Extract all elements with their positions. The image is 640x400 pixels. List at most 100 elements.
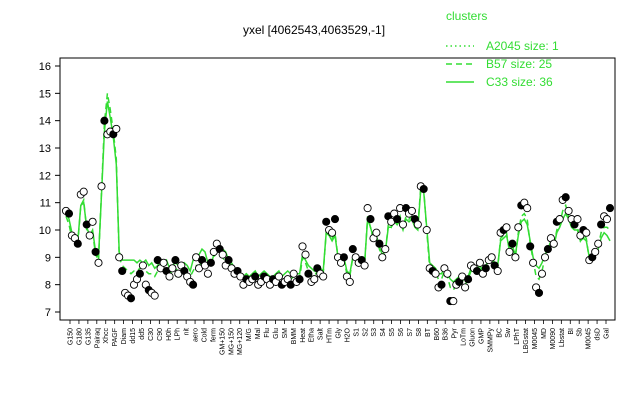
plot-frame — [59, 57, 616, 321]
x-tick-label: BC — [496, 328, 503, 338]
x-tick-label: aero — [193, 328, 200, 342]
x-tick-label: Diam — [121, 328, 128, 345]
data-point — [224, 256, 233, 265]
data-point — [203, 269, 212, 278]
data-point — [407, 206, 416, 215]
y-tick-label: 14 — [39, 116, 51, 128]
x-tick-label: GM+150 — [219, 328, 226, 355]
data-point — [159, 258, 168, 267]
x-tick-label: S6 — [398, 328, 405, 337]
data-point — [564, 206, 573, 215]
data-point — [540, 253, 550, 262]
data-point — [118, 266, 127, 276]
data-point — [115, 253, 124, 262]
y-tick-label: 7 — [45, 307, 51, 319]
y-axis: 7 8 9 10 11 12 13 14 15 16 — [39, 61, 61, 319]
data-point — [274, 272, 283, 281]
data-point — [363, 204, 372, 213]
y-tick-label: 15 — [39, 88, 51, 100]
x-tick-label: G135 — [85, 328, 92, 345]
x-tick-label: SMMPy — [487, 328, 494, 353]
data-point — [602, 215, 612, 224]
x-tick-label: Heat — [300, 328, 307, 343]
x-tick-label: Xhcc — [103, 328, 110, 344]
x-tick-label: Gal — [604, 328, 611, 339]
x-tick-label: B60 — [434, 328, 441, 341]
chart-title: yxel [4062543,4063529,-1] — [243, 23, 385, 37]
data-point — [413, 220, 422, 229]
x-tick-label: S2 — [362, 328, 369, 337]
y-tick-label: 9 — [45, 252, 51, 264]
legend-item-a2045: A2045 size: 1 — [446, 39, 559, 53]
data-point — [295, 275, 304, 284]
x-tick-label: BMM — [291, 328, 298, 345]
x-tick-label: GMP — [478, 328, 485, 344]
data-point — [100, 116, 109, 125]
x-tick-label: C90 — [157, 328, 164, 341]
data-point — [322, 217, 331, 226]
data-point — [591, 247, 600, 256]
data-point — [360, 261, 369, 270]
x-tick-label: nit — [184, 328, 191, 335]
data-point — [289, 269, 298, 278]
x-tick-label: Glu — [273, 328, 280, 339]
data-point — [189, 280, 198, 289]
x-tick-label: Pyr — [452, 327, 459, 338]
x-tick-label: LPh — [175, 328, 182, 341]
data-point — [339, 253, 348, 262]
data-point — [85, 231, 94, 240]
data-point — [502, 223, 511, 232]
x-tick-label: Sw — [505, 327, 512, 338]
x-tick-label: S4 — [380, 328, 387, 337]
data-point — [393, 215, 402, 224]
data-point — [378, 253, 387, 262]
x-tick-label: M0045 — [586, 328, 593, 350]
data-point — [88, 217, 97, 226]
data-point — [594, 239, 603, 248]
x-tick-label: BT — [425, 327, 432, 337]
x-tick-label: H0h — [166, 328, 173, 341]
data-point — [481, 264, 490, 273]
x-tick-label: Flu — [264, 328, 271, 338]
data-point — [135, 269, 144, 278]
y-tick-label: 12 — [39, 170, 51, 182]
x-tick-label: SM — [282, 328, 289, 339]
data-point — [605, 204, 615, 213]
data-point — [529, 258, 538, 267]
x-tick-label: Etha — [309, 328, 316, 343]
data-point — [165, 272, 174, 281]
x-tick-label: MG+120 — [237, 328, 244, 355]
data-point — [348, 245, 357, 254]
data-point — [218, 250, 227, 259]
legend-item-b57: B57 size: 25 — [446, 57, 552, 71]
y-tick-label: 13 — [39, 143, 51, 155]
data-point — [301, 250, 310, 259]
data-point — [64, 209, 74, 218]
data-point — [91, 247, 100, 256]
data-point — [505, 247, 514, 256]
data-point — [251, 272, 260, 281]
data-point — [422, 225, 431, 235]
data-point — [126, 294, 136, 303]
x-tick-label: Lbstat — [559, 328, 566, 347]
data-point — [372, 228, 381, 237]
x-tick-label: G180 — [76, 328, 83, 345]
x-axis: G150 G180 G135 Pairaq Xhcc PAGF Diam dd15 dd5 C30… — [68, 320, 611, 355]
data-point — [449, 297, 458, 306]
data-point — [597, 220, 606, 229]
legend-label-b57: B57 size: 25 — [486, 57, 552, 71]
data-point — [97, 182, 106, 191]
data-point — [319, 272, 328, 281]
data-point — [168, 264, 177, 273]
data-point — [537, 269, 547, 278]
data-point — [534, 288, 544, 297]
data-point — [523, 204, 532, 213]
x-tick-label: C30 — [148, 328, 155, 341]
x-tick-label: LoTm — [461, 328, 468, 346]
data-point — [431, 269, 440, 278]
x-tick-label: LPhT — [514, 327, 521, 344]
y-tick-label: 10 — [39, 225, 51, 237]
legend-item-c33: C33 size: 36 — [446, 75, 553, 89]
x-tick-label: MD — [541, 328, 548, 339]
x-tick-label: BI — [568, 328, 575, 335]
